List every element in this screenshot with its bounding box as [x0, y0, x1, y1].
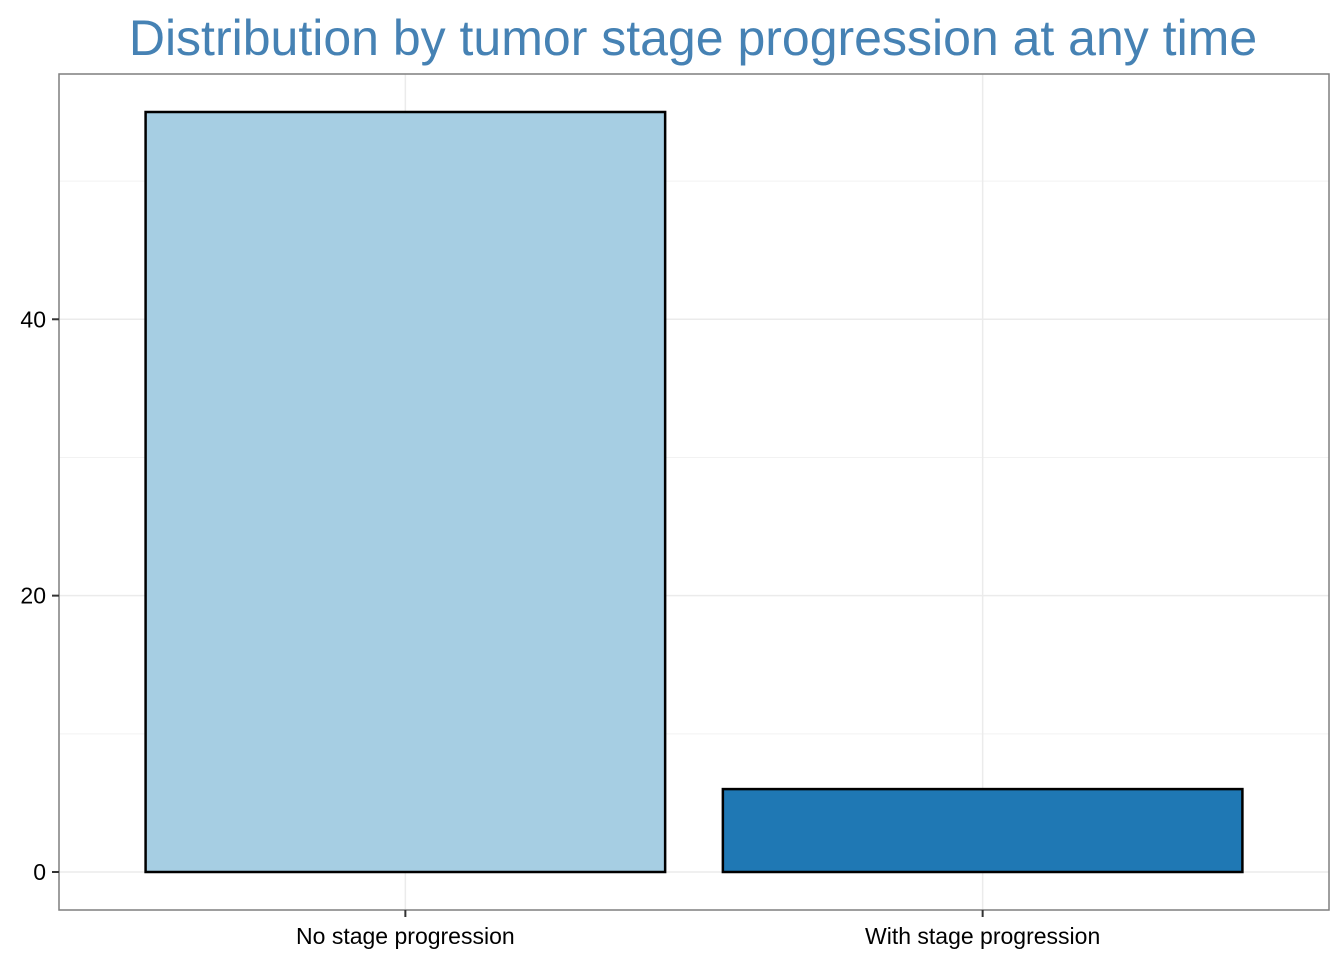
- bars: [144, 110, 1244, 874]
- x-tick-label: No stage progression: [296, 923, 515, 949]
- y-tick-label: 20: [20, 583, 46, 609]
- chart-title: Distribution by tumor stage progression …: [129, 10, 1257, 66]
- bar: [144, 110, 667, 874]
- bar: [721, 787, 1244, 874]
- axes: 0 20 40 No stage progression With stage prog…: [20, 306, 1100, 949]
- y-tick-label: 0: [33, 859, 46, 885]
- plot-panel-border: [58, 73, 1330, 911]
- y-tick-label: 40: [20, 306, 46, 332]
- x-tick-label: With stage progression: [865, 923, 1100, 949]
